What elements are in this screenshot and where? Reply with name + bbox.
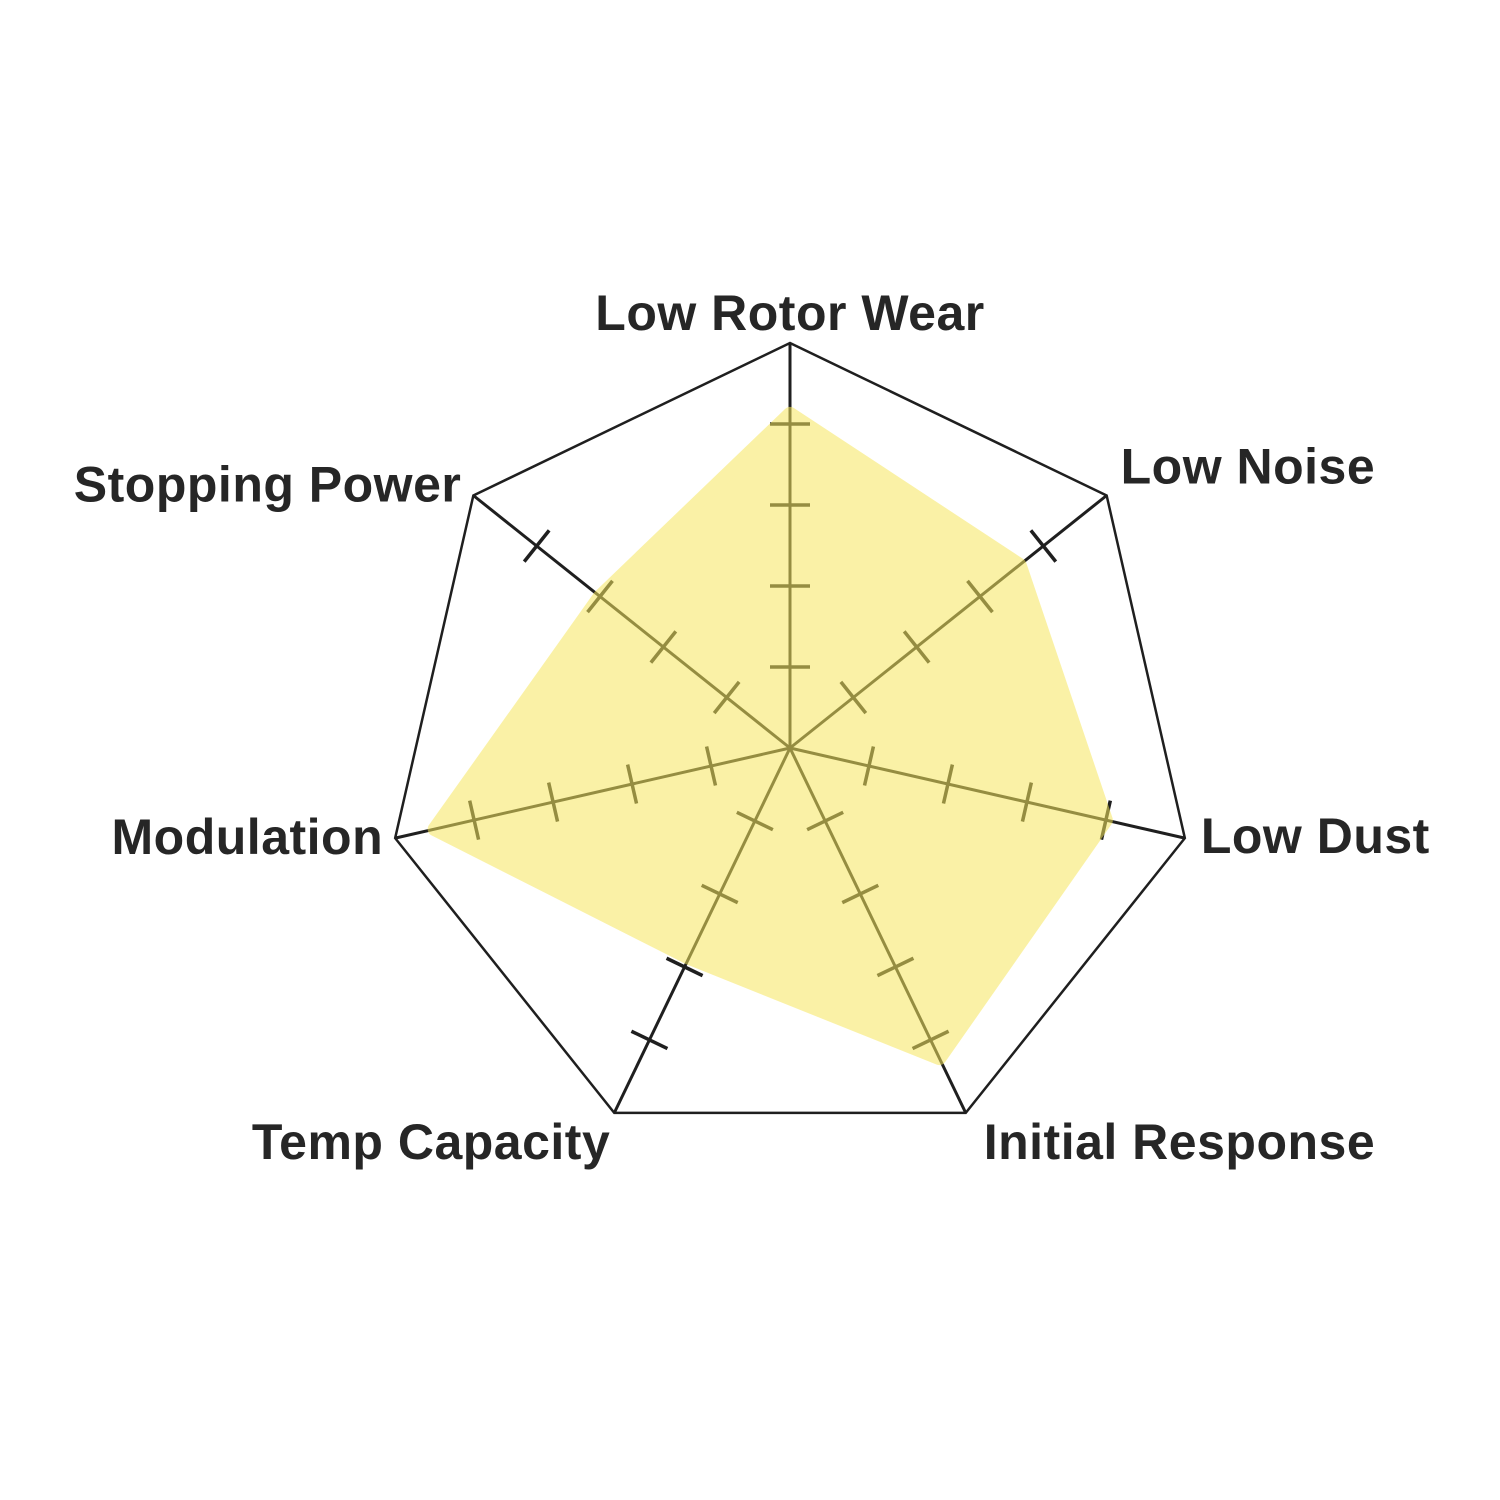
axis-label-low-dust: Low Dust [1201,808,1430,864]
axis-label-temp-capacity: Temp Capacity [252,1114,610,1170]
axis-label-low-rotor-wear: Low Rotor Wear [595,285,984,341]
axis-tick [1029,529,1058,563]
axis-label-initial-response: Initial Response [984,1114,1375,1170]
axis-label-low-noise: Low Noise [1121,438,1376,494]
data-polygon-group [427,406,1113,1066]
axis-label-stopping-power: Stopping Power [74,456,462,512]
axis-tick [665,956,704,978]
axis-tick [630,1029,669,1051]
data-polygon [427,406,1113,1066]
radar-outline [393,341,1187,1115]
axis-label-modulation: Modulation [112,809,384,865]
axis-tick [522,529,551,563]
